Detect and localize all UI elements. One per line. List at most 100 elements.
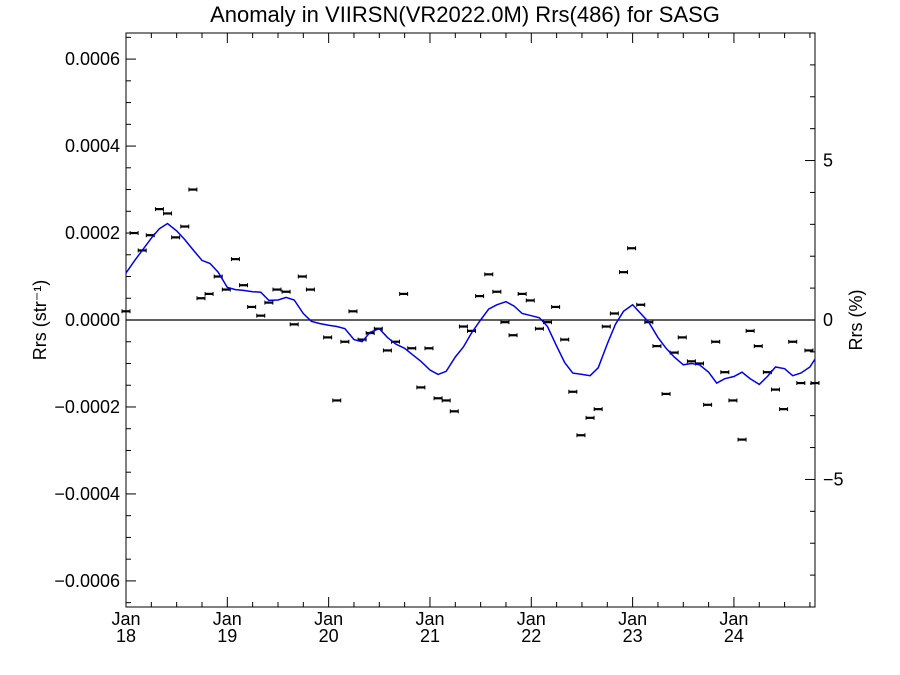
data-point	[636, 302, 646, 307]
data-point	[551, 304, 561, 309]
x-tick-label-year: 21	[420, 626, 440, 646]
x-tick-label-month: Jan	[719, 609, 748, 629]
data-point	[424, 346, 434, 351]
data-point	[770, 387, 780, 392]
data-point	[256, 313, 266, 318]
data-point	[272, 287, 282, 292]
y-right-tick-label: 0	[823, 310, 833, 330]
data-point	[433, 396, 443, 401]
y-left-tick-labels: 0.0006 0.0004 0.0002 0.0000 −0.0002 −0.0004 −0…	[54, 49, 120, 591]
y-right-tick-label: −5	[823, 469, 844, 489]
data-point	[416, 385, 426, 390]
y-axis-label-right: Rrs (%)	[846, 290, 866, 351]
x-tick-label-month: Jan	[415, 609, 444, 629]
data-point	[289, 322, 299, 327]
data-point	[281, 289, 291, 294]
data-point	[180, 224, 190, 229]
data-point	[247, 304, 257, 309]
data-point	[239, 283, 249, 288]
y-left-tick-label: 0.0000	[65, 310, 120, 330]
data-point	[753, 344, 763, 349]
data-point	[348, 309, 358, 314]
data-point	[627, 246, 637, 251]
data-point	[576, 433, 586, 438]
x-tick-label-year: 19	[217, 626, 237, 646]
data-point	[534, 326, 544, 331]
data-point	[661, 391, 671, 396]
x-tick-label-year: 24	[724, 626, 744, 646]
data-point	[340, 339, 350, 344]
data-point	[677, 335, 687, 340]
data-point	[745, 328, 755, 333]
data-point	[568, 389, 578, 394]
data-point	[407, 346, 417, 351]
data-point	[652, 344, 662, 349]
y-left-tick-label: −0.0002	[54, 397, 120, 417]
data-point	[560, 337, 570, 342]
smoothed-anomaly-line	[125, 222, 816, 386]
data-point	[796, 381, 806, 386]
data-point	[305, 287, 315, 292]
data-point	[467, 328, 477, 333]
data-point	[484, 272, 494, 277]
x-tick-label-month: Jan	[517, 609, 546, 629]
y-left-tick-label: −0.0006	[54, 571, 120, 591]
data-point	[121, 309, 131, 314]
data-point	[788, 339, 798, 344]
data-point	[492, 289, 502, 294]
data-point	[399, 291, 409, 296]
data-point	[585, 415, 595, 420]
data-point	[804, 348, 814, 353]
y-left-tick-label: 0.0002	[65, 223, 120, 243]
data-point	[171, 235, 181, 240]
x-tick-label-month: Jan	[111, 609, 140, 629]
data-point	[441, 398, 451, 403]
data-point	[458, 324, 468, 329]
data-point	[449, 409, 459, 414]
data-point	[525, 298, 535, 303]
data-point	[332, 398, 342, 403]
data-point	[154, 207, 164, 212]
data-point	[720, 370, 730, 375]
data-point	[188, 187, 198, 192]
y-axis-label-left: Rrs (str⁻¹)	[30, 280, 50, 360]
data-point	[703, 402, 713, 407]
data-point	[196, 296, 206, 301]
data-point	[264, 300, 274, 305]
x-tick-label-year: 23	[623, 626, 643, 646]
x-tick-label-month: Jan	[314, 609, 343, 629]
data-point	[475, 294, 485, 299]
data-point	[230, 257, 240, 262]
y-right-tick-label: 5	[823, 151, 833, 171]
data-point	[593, 407, 603, 412]
y-left-tick-label: 0.0006	[65, 49, 120, 69]
x-tick-label-month: Jan	[618, 609, 647, 629]
x-tick-label-year: 18	[116, 626, 136, 646]
x-tick-label-year: 22	[521, 626, 541, 646]
x-tick-label-month: Jan	[213, 609, 242, 629]
data-point	[500, 320, 510, 325]
data-point	[163, 211, 173, 216]
data-point	[382, 348, 392, 353]
data-point	[711, 339, 721, 344]
data-point	[517, 291, 527, 296]
data-point	[618, 270, 628, 275]
chart-title: Anomaly in VIIRSN(VR2022.0M) Rrs(486) fo…	[210, 2, 720, 27]
data-point	[129, 231, 139, 236]
x-tick-label-year: 20	[319, 626, 339, 646]
data-point	[779, 407, 789, 412]
data-point	[204, 291, 214, 296]
y-right-tick-labels: 5 0 −5	[823, 151, 844, 490]
data-point	[810, 381, 820, 386]
data-point	[728, 398, 738, 403]
data-point	[323, 335, 333, 340]
data-point	[686, 359, 696, 364]
data-point	[609, 311, 619, 316]
y-left-tick-label: 0.0004	[65, 136, 120, 156]
y-left-tick-label: −0.0004	[54, 484, 120, 504]
data-point	[737, 437, 747, 442]
data-point	[508, 333, 518, 338]
anomaly-points	[121, 187, 820, 442]
